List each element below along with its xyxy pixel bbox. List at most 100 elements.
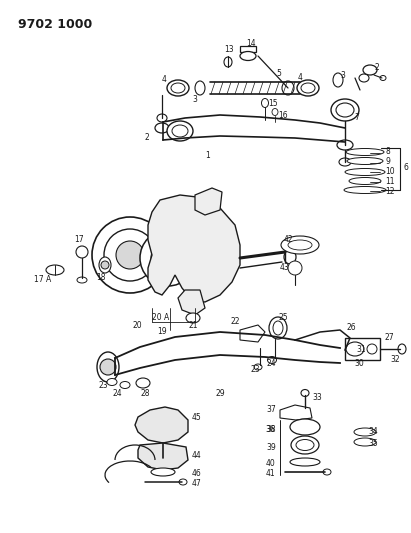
Ellipse shape <box>346 149 384 156</box>
Circle shape <box>92 217 168 293</box>
Text: 4: 4 <box>298 74 303 83</box>
Circle shape <box>140 230 196 286</box>
Text: 35: 35 <box>368 439 378 448</box>
Ellipse shape <box>380 76 386 80</box>
Polygon shape <box>240 46 256 52</box>
Polygon shape <box>195 188 222 215</box>
Text: 20 A: 20 A <box>152 313 169 322</box>
Ellipse shape <box>398 344 406 354</box>
Ellipse shape <box>46 265 64 275</box>
Ellipse shape <box>349 177 381 184</box>
Ellipse shape <box>354 438 376 446</box>
Text: 21: 21 <box>188 321 198 330</box>
Ellipse shape <box>268 357 277 364</box>
Text: 36: 36 <box>265 425 275 434</box>
Ellipse shape <box>337 140 353 150</box>
Circle shape <box>104 229 156 281</box>
Text: 40: 40 <box>266 458 276 467</box>
Text: 11: 11 <box>385 177 395 187</box>
Ellipse shape <box>290 419 320 435</box>
Text: 17 A: 17 A <box>34 276 51 285</box>
Ellipse shape <box>333 73 343 87</box>
Circle shape <box>76 246 88 258</box>
Text: 4: 4 <box>162 76 167 85</box>
Ellipse shape <box>261 99 268 108</box>
Text: 28: 28 <box>140 389 150 398</box>
Ellipse shape <box>272 109 278 116</box>
Ellipse shape <box>363 65 377 75</box>
Text: 46: 46 <box>192 469 202 478</box>
Text: 3: 3 <box>340 71 345 80</box>
Bar <box>345 338 380 360</box>
Text: 24: 24 <box>266 359 276 367</box>
Text: 18: 18 <box>96 273 106 282</box>
Ellipse shape <box>224 57 232 67</box>
Ellipse shape <box>301 390 309 397</box>
Text: 42: 42 <box>284 236 293 245</box>
Text: 23: 23 <box>98 382 108 391</box>
Ellipse shape <box>282 81 294 95</box>
Ellipse shape <box>186 313 200 323</box>
Text: 20: 20 <box>132 321 142 330</box>
Ellipse shape <box>301 83 315 93</box>
Text: 22: 22 <box>230 318 240 327</box>
Polygon shape <box>178 290 205 315</box>
Text: 47: 47 <box>192 479 202 488</box>
Text: 43: 43 <box>280 263 290 272</box>
Ellipse shape <box>359 74 369 82</box>
Ellipse shape <box>347 157 383 165</box>
Text: 2: 2 <box>144 133 149 142</box>
Text: 31: 31 <box>356 345 366 354</box>
Text: 19: 19 <box>157 327 167 336</box>
Text: 39: 39 <box>266 442 276 451</box>
Text: 26: 26 <box>346 324 356 333</box>
Ellipse shape <box>339 158 351 166</box>
Ellipse shape <box>240 52 256 61</box>
Ellipse shape <box>136 378 150 388</box>
Ellipse shape <box>172 125 188 137</box>
Text: 25: 25 <box>278 313 288 322</box>
Ellipse shape <box>167 121 193 141</box>
Ellipse shape <box>254 364 262 370</box>
Text: 16: 16 <box>278 110 288 119</box>
Ellipse shape <box>77 277 87 283</box>
Ellipse shape <box>354 428 376 436</box>
Text: 13: 13 <box>224 45 233 54</box>
Text: 23: 23 <box>250 366 260 375</box>
Polygon shape <box>280 405 312 420</box>
Ellipse shape <box>179 479 187 485</box>
Text: 10: 10 <box>385 167 395 176</box>
Text: 5: 5 <box>276 69 281 78</box>
Polygon shape <box>138 443 188 470</box>
Text: 45: 45 <box>192 414 202 423</box>
Text: 1: 1 <box>205 150 210 159</box>
Ellipse shape <box>367 344 377 354</box>
Circle shape <box>100 359 116 375</box>
Circle shape <box>160 250 176 266</box>
Ellipse shape <box>151 468 175 476</box>
Ellipse shape <box>291 436 319 454</box>
Ellipse shape <box>97 352 119 382</box>
Text: 6: 6 <box>403 164 408 173</box>
Ellipse shape <box>120 382 130 389</box>
Circle shape <box>288 261 302 275</box>
Ellipse shape <box>195 81 205 95</box>
Ellipse shape <box>171 83 185 93</box>
Ellipse shape <box>269 317 287 339</box>
Text: 38: 38 <box>266 425 276 434</box>
Text: 9: 9 <box>385 157 390 166</box>
Ellipse shape <box>281 236 319 254</box>
Text: 27: 27 <box>384 334 394 343</box>
Text: 30: 30 <box>354 359 364 367</box>
Ellipse shape <box>157 114 167 122</box>
Text: 12: 12 <box>385 187 395 196</box>
Text: 32: 32 <box>390 356 399 365</box>
Ellipse shape <box>344 187 386 193</box>
Ellipse shape <box>273 321 283 335</box>
Ellipse shape <box>284 250 296 264</box>
Text: 37: 37 <box>266 406 276 415</box>
Text: 9702 1000: 9702 1000 <box>18 18 92 31</box>
Text: 24: 24 <box>112 390 122 399</box>
Ellipse shape <box>297 80 319 96</box>
Ellipse shape <box>288 240 312 250</box>
